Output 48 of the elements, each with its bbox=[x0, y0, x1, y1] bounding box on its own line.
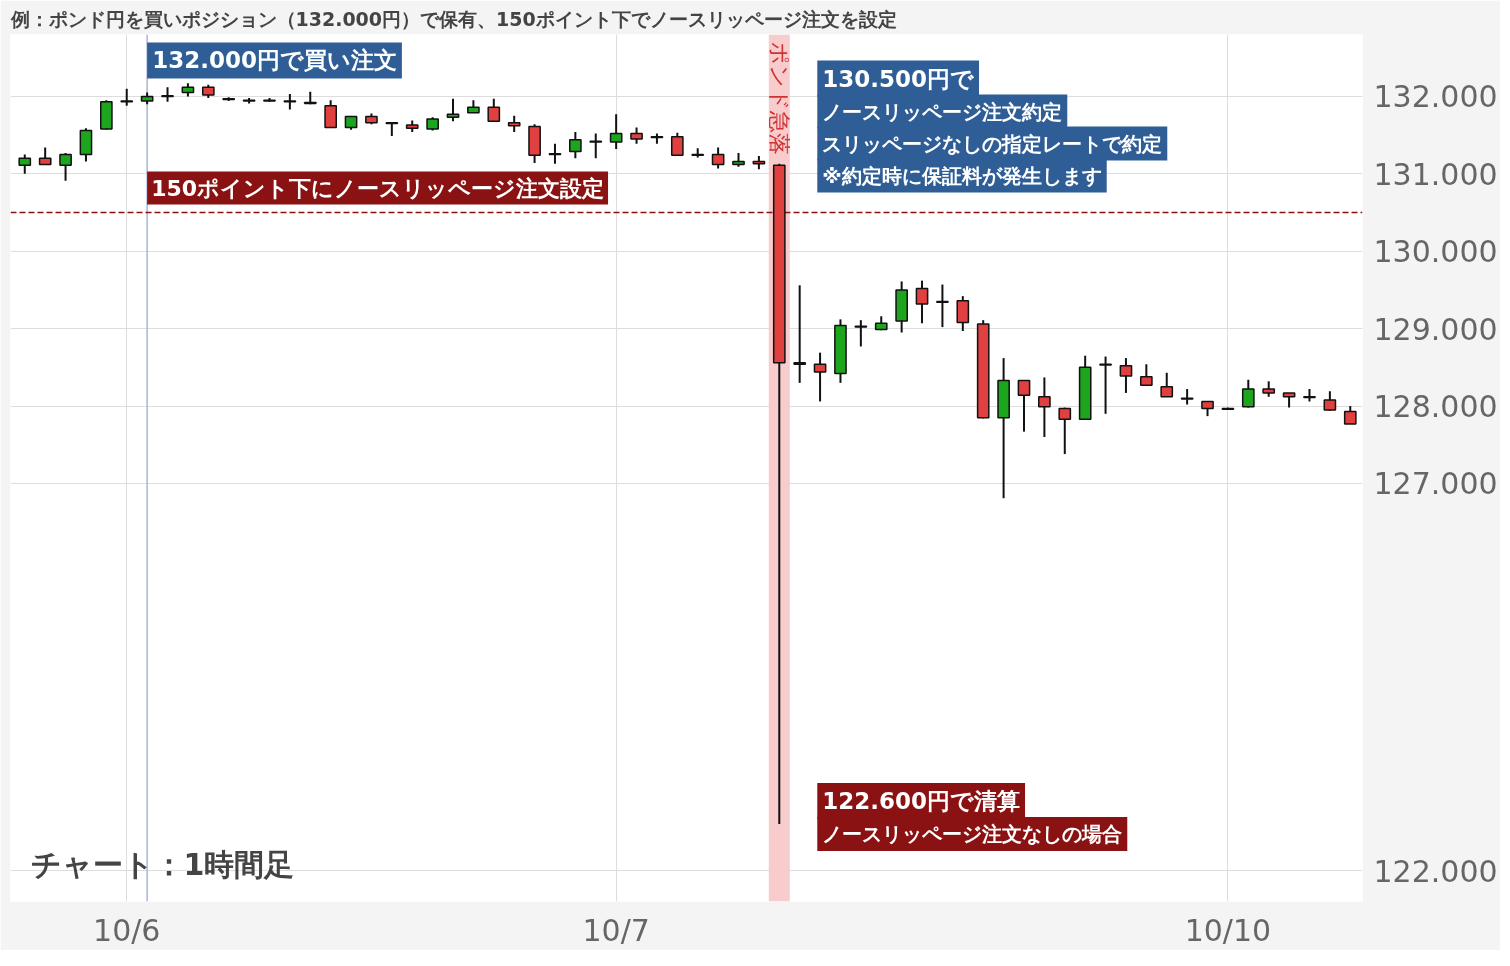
candlestick bbox=[1119, 357, 1133, 394]
candlestick bbox=[324, 99, 338, 129]
candlestick bbox=[670, 131, 684, 157]
y-tick-label: 122.000 bbox=[1373, 853, 1498, 889]
annotation: 122.600円で清算 bbox=[822, 788, 1021, 815]
candlestick bbox=[487, 97, 501, 123]
annotation: ノースリッページ注文約定 bbox=[822, 99, 1063, 124]
y-tick-label: 131.000 bbox=[1373, 156, 1498, 192]
candlestick bbox=[813, 351, 827, 403]
candlestick bbox=[1038, 376, 1051, 439]
y-tick-label: 130.000 bbox=[1373, 234, 1498, 270]
candlestick bbox=[589, 132, 603, 160]
candlestick bbox=[161, 86, 174, 103]
annotation: ノースリッページ注文なしの場合 bbox=[822, 822, 1123, 847]
y-tick-label: 132.000 bbox=[1373, 79, 1498, 115]
candlestick bbox=[915, 279, 929, 325]
annotation: スリッページなしの指定レートで約定 bbox=[822, 131, 1163, 156]
x-tick-label: 10/6 bbox=[93, 912, 161, 948]
annotation: ※約定時に保証料が発生します bbox=[822, 163, 1102, 188]
candlestick bbox=[1017, 379, 1031, 433]
y-tick-label: 128.000 bbox=[1373, 389, 1498, 425]
candlestick bbox=[385, 121, 399, 137]
candlestick bbox=[793, 284, 807, 384]
candlestick bbox=[18, 153, 32, 175]
candlestick bbox=[446, 97, 460, 123]
annotation: チャート：1時間足 bbox=[30, 846, 295, 882]
y-tick-label: 127.000 bbox=[1373, 466, 1498, 502]
candlestick bbox=[569, 131, 582, 160]
candlestick bbox=[1160, 371, 1174, 398]
candlestick bbox=[936, 283, 949, 329]
candlestick bbox=[711, 146, 725, 170]
y-tick-label: 129.000 bbox=[1373, 311, 1498, 347]
candlestick bbox=[956, 295, 970, 332]
candlestick bbox=[1323, 390, 1337, 412]
chart-title: 例：ポンド円を買いポジション（132.000円）で保有、150ポイント下でノースリッページ注文を設定 bbox=[9, 7, 897, 30]
candlestick bbox=[854, 319, 868, 348]
annotation: 130.500円で bbox=[822, 65, 975, 92]
candlestick bbox=[59, 151, 72, 182]
annotation: ポンド急落 bbox=[766, 42, 792, 156]
x-tick-label: 10/7 bbox=[582, 912, 650, 948]
ref-line-label: 150ポイント下にノースリッページ注文設定 bbox=[151, 175, 605, 201]
annotation: 132.000円で買い注文 bbox=[152, 47, 397, 74]
candlestick bbox=[609, 113, 623, 151]
candlestick bbox=[1139, 363, 1153, 387]
candlestick bbox=[1058, 406, 1072, 456]
candlestick bbox=[79, 127, 93, 163]
candlestick bbox=[1241, 378, 1255, 409]
x-tick-label: 10/10 bbox=[1184, 912, 1272, 948]
